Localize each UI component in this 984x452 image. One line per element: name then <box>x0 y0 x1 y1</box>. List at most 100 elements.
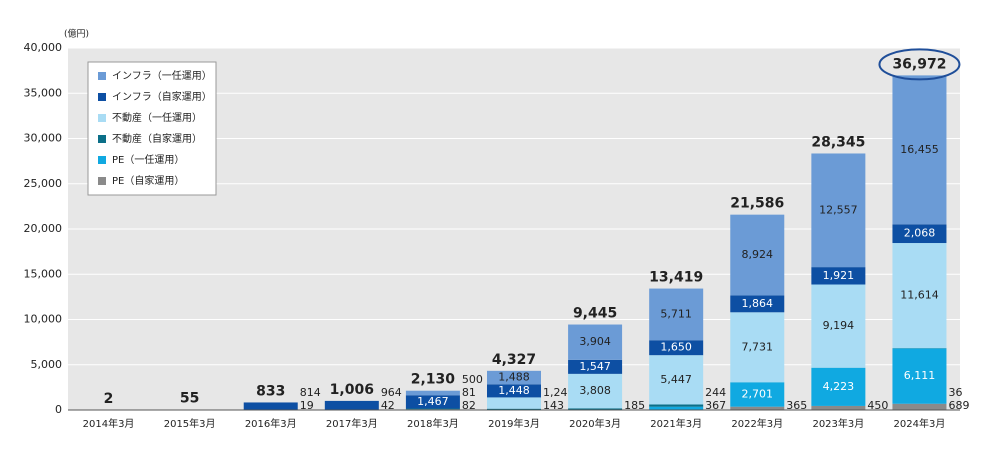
y-tick-label: 20,000 <box>24 222 63 235</box>
data-label: 4,223 <box>823 380 855 393</box>
legend-label: 不動産（一任運用） <box>112 111 202 124</box>
data-label: 450 <box>867 399 888 412</box>
bar-segment <box>405 395 460 409</box>
bar-segment <box>892 75 947 225</box>
bar-segment <box>243 402 298 410</box>
data-label: 367 <box>705 399 726 412</box>
bar-segment <box>811 405 866 410</box>
bar-segment <box>730 295 785 313</box>
total-label: 36,972 <box>892 56 946 72</box>
y-tick-label: 30,000 <box>24 132 63 145</box>
bar-segment <box>405 408 460 410</box>
x-tick-label: 2022年3月 <box>731 417 783 430</box>
legend-swatch <box>98 177 106 185</box>
x-tick-label: 2019年3月 <box>488 417 540 430</box>
data-label: 81 <box>462 386 476 399</box>
bar-segment <box>730 382 785 407</box>
bar-segment <box>892 403 947 410</box>
total-label: 9,445 <box>573 306 617 322</box>
bar-segment <box>649 404 704 407</box>
data-label: 1,921 <box>823 269 855 282</box>
x-tick-label: 2016年3月 <box>245 417 297 430</box>
bar-segment <box>405 390 460 396</box>
bar-segment <box>568 359 623 374</box>
data-label: 36 <box>948 386 962 399</box>
data-label: 1,448 <box>498 384 530 397</box>
data-label: 19 <box>300 399 314 412</box>
bar-segment <box>568 373 623 409</box>
x-tick-label: 2017年3月 <box>326 417 378 430</box>
bar-segment <box>649 288 704 341</box>
data-label: 2,701 <box>742 387 774 400</box>
total-label: 28,345 <box>811 134 865 150</box>
bar-segment <box>730 406 785 410</box>
x-tick-label: 2014年3月 <box>83 417 135 430</box>
legend-swatch <box>98 114 106 122</box>
bar-segment <box>811 153 866 268</box>
bar-segment <box>730 214 785 296</box>
bar-segment <box>324 400 379 410</box>
data-label: 3,808 <box>579 384 611 397</box>
x-tick-label: 2023年3月 <box>812 417 864 430</box>
bar-segment <box>649 355 704 405</box>
legend-label: インフラ（自家運用） <box>112 90 212 103</box>
x-tick-label: 2020年3月 <box>569 417 621 430</box>
data-label: 185 <box>624 399 645 412</box>
data-label: 365 <box>786 399 807 412</box>
total-label: 13,419 <box>649 270 703 286</box>
legend-swatch <box>98 156 106 164</box>
bar-segment <box>568 324 623 360</box>
bar-segment <box>892 224 947 244</box>
legend-swatch <box>98 93 106 101</box>
bar-segment <box>811 367 866 406</box>
bar-segment <box>568 408 623 410</box>
data-label: 1,547 <box>579 360 611 373</box>
data-label: 1,864 <box>742 297 774 310</box>
total-label: 833 <box>256 383 285 399</box>
bar-segment <box>487 397 541 409</box>
total-label: 1,006 <box>330 382 374 398</box>
data-label: 1,249 <box>543 386 575 399</box>
data-label: 143 <box>543 399 564 412</box>
data-label: 244 <box>705 386 726 399</box>
legend-label: PE（自家運用） <box>112 174 184 187</box>
legend-swatch <box>98 72 106 80</box>
y-tick-label: 0 <box>55 403 62 416</box>
data-label: 6,111 <box>904 369 936 382</box>
y-axis-label: (億円) <box>64 28 89 40</box>
data-label: 9,194 <box>823 319 855 332</box>
bar-segment <box>487 384 541 398</box>
y-tick-label: 10,000 <box>24 313 63 326</box>
bar-segment <box>487 370 541 385</box>
data-label: 964 <box>381 386 402 399</box>
y-tick-label: 5,000 <box>31 358 63 371</box>
x-tick-label: 2021年3月 <box>650 417 702 430</box>
bar-segment <box>811 267 866 285</box>
x-tick-label: 2015年3月 <box>164 417 216 430</box>
data-label: 16,455 <box>900 143 939 156</box>
legend-box <box>87 61 217 196</box>
bar-segment <box>811 284 866 368</box>
data-label: 1,467 <box>417 395 449 408</box>
bar-segment <box>649 340 704 356</box>
data-label: 7,731 <box>742 340 774 353</box>
data-label: 1,488 <box>498 371 530 384</box>
data-label: 5,711 <box>660 307 692 320</box>
data-label: 1,650 <box>660 341 692 354</box>
total-label: 55 <box>180 391 199 407</box>
x-tick-label: 2018年3月 <box>407 417 459 430</box>
bar-segment <box>892 348 947 404</box>
data-label: 814 <box>300 386 321 399</box>
data-label: 12,557 <box>819 203 858 216</box>
x-tick-label: 2024年3月 <box>894 417 946 430</box>
data-label: 2,068 <box>904 227 936 240</box>
data-label: 689 <box>948 399 969 412</box>
data-label: 8,924 <box>742 248 774 261</box>
data-label: 82 <box>462 399 476 412</box>
y-tick-label: 40,000 <box>24 41 63 54</box>
bar-segment <box>649 406 704 410</box>
y-tick-label: 15,000 <box>24 267 63 280</box>
data-label: 5,447 <box>660 373 692 386</box>
